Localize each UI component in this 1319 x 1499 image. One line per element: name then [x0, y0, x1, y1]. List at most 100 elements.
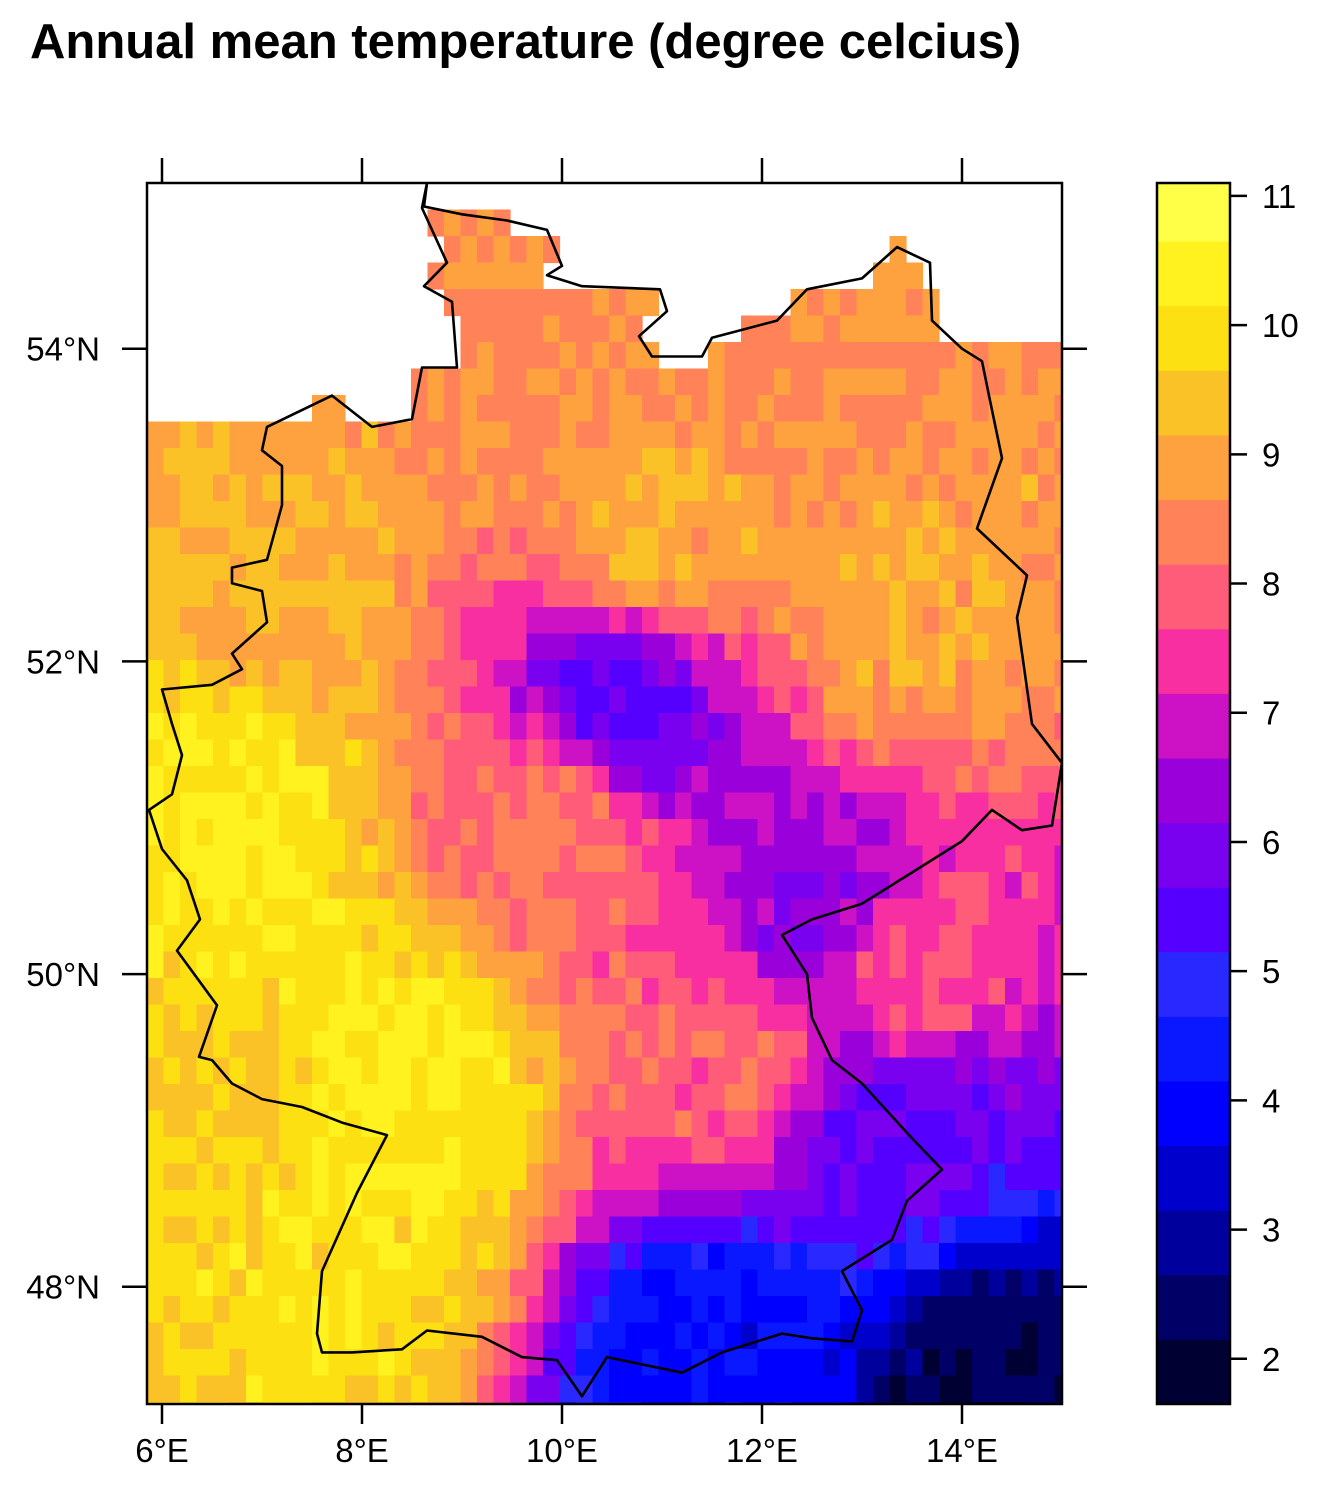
grid-cell: [262, 554, 280, 582]
grid-cell: [262, 898, 280, 926]
grid-cell: [427, 474, 445, 502]
grid-cell: [972, 607, 990, 635]
grid-cell: [609, 1296, 627, 1324]
grid-cell: [972, 872, 990, 900]
grid-cell: [1005, 501, 1023, 529]
grid-cell: [691, 713, 709, 741]
grid-cell: [444, 1243, 462, 1271]
grid-cell: [510, 686, 528, 714]
grid-cell: [708, 872, 726, 900]
grid-cell: [1005, 1057, 1023, 1085]
grid-cell: [741, 925, 759, 953]
grid-cell: [609, 501, 627, 529]
grid-cell: [312, 792, 330, 820]
grid-cell: [988, 925, 1006, 953]
grid-cell: [807, 792, 825, 820]
grid-cell: [246, 448, 264, 476]
grid-cell: [559, 925, 577, 953]
grid-cell: [1005, 1375, 1023, 1403]
grid-cell: [526, 872, 544, 900]
grid-cell: [1054, 1349, 1062, 1377]
grid-cell: [460, 342, 478, 370]
grid-cell: [691, 872, 709, 900]
grid-cell: [526, 1349, 544, 1377]
grid-cell: [807, 1296, 825, 1324]
grid-cell: [493, 209, 511, 237]
grid-cell: [229, 421, 247, 449]
grid-cell: [823, 368, 841, 396]
grid-cell: [741, 1004, 759, 1032]
grid-cell: [279, 1163, 297, 1191]
grid-cell: [840, 1322, 858, 1350]
grid-cell: [427, 951, 445, 979]
grid-cell: [543, 713, 561, 741]
grid-cell: [658, 501, 676, 529]
grid-cell: [576, 1031, 594, 1059]
grid-cell: [328, 448, 346, 476]
grid-cell: [1038, 845, 1056, 873]
grid-cell: [823, 607, 841, 635]
grid-cell: [807, 1216, 825, 1244]
grid-cell: [213, 660, 231, 688]
grid-cell: [774, 527, 792, 555]
grid-cell: [411, 448, 429, 476]
grid-cell: [246, 713, 264, 741]
grid-cell: [361, 713, 379, 741]
grid-cell: [394, 1084, 412, 1112]
grid-cell: [675, 1296, 693, 1324]
grid-cell: [906, 1243, 924, 1271]
grid-cell: [658, 1296, 676, 1324]
grid-cell: [790, 395, 808, 423]
grid-cell: [526, 951, 544, 979]
grid-cell: [823, 792, 841, 820]
grid-cell: [295, 660, 313, 688]
grid-cell: [774, 925, 792, 953]
grid-cell: [774, 607, 792, 635]
grid-cell: [757, 1216, 775, 1244]
grid-cell: [774, 739, 792, 767]
grid-cell: [345, 1349, 363, 1377]
grid-cell: [460, 448, 478, 476]
grid-cell: [757, 686, 775, 714]
grid-cell: [625, 1084, 643, 1112]
grid-cell: [906, 951, 924, 979]
grid-cell: [345, 766, 363, 794]
grid-cell: [427, 660, 445, 688]
grid-cell: [394, 527, 412, 555]
grid-cell: [708, 474, 726, 502]
grid-cell: [493, 1031, 511, 1059]
grid-cell: [972, 978, 990, 1006]
grid-cell: [394, 633, 412, 661]
grid-cell: [213, 819, 231, 847]
grid-cell: [790, 580, 808, 608]
grid-cell: [493, 1269, 511, 1297]
grid-cell: [180, 1402, 198, 1404]
grid-cell: [988, 342, 1006, 370]
grid-cell: [345, 978, 363, 1006]
grid-cell: [312, 554, 330, 582]
grid-cell: [394, 1004, 412, 1032]
grid-cell: [922, 713, 940, 741]
grid-cell: [394, 501, 412, 529]
grid-cell: [609, 1137, 627, 1165]
grid-cell: [955, 1163, 973, 1191]
grid-cell: [856, 1375, 874, 1403]
grid-cell: [708, 686, 726, 714]
grid-cell: [823, 315, 841, 343]
grid-cell: [1021, 1110, 1039, 1138]
grid-cell: [394, 978, 412, 1006]
grid-cell: [1038, 395, 1056, 423]
grid-cell: [922, 766, 940, 794]
grid-cell: [774, 421, 792, 449]
grid-cell: [988, 1137, 1006, 1165]
grid-cell: [477, 262, 495, 290]
grid-cell: [493, 978, 511, 1006]
grid-cell: [988, 1190, 1006, 1218]
grid-cell: [312, 898, 330, 926]
grid-cell: [972, 342, 990, 370]
grid-cell: [312, 1375, 330, 1403]
grid-cell: [576, 1163, 594, 1191]
grid-cell: [1021, 1084, 1039, 1112]
grid-cell: [906, 819, 924, 847]
grid-cell: [675, 978, 693, 1006]
